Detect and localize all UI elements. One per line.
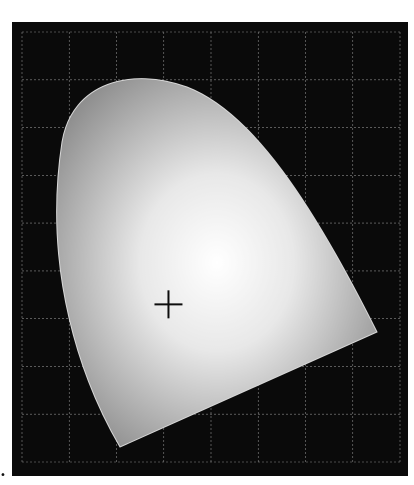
white-point-marker xyxy=(154,290,183,319)
spectral-locus xyxy=(56,78,378,448)
corner-marker: • xyxy=(0,470,6,481)
plot-area xyxy=(12,22,408,476)
chart-title xyxy=(100,2,340,20)
data-marks xyxy=(154,290,183,319)
chart-svg xyxy=(21,31,401,463)
